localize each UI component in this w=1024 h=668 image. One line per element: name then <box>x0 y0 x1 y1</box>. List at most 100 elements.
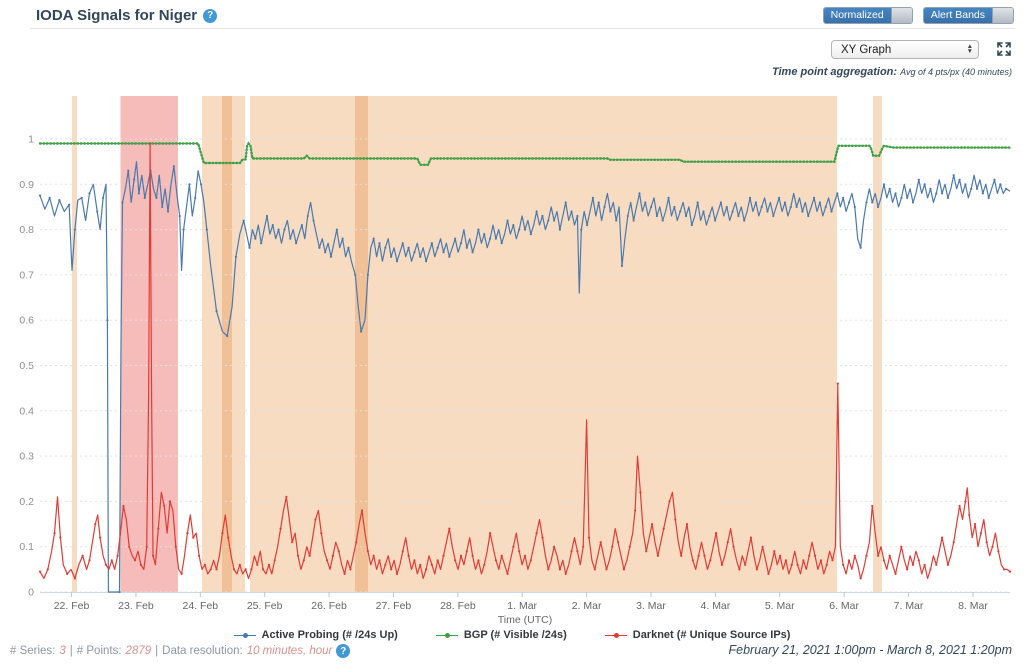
data-point <box>529 233 532 236</box>
data-point <box>66 572 69 575</box>
data-point <box>935 563 938 566</box>
x-axis-label: 25. Feb <box>247 600 283 612</box>
data-point <box>172 165 175 168</box>
data-point <box>194 196 197 199</box>
aggregation-value: Avg of 4 pts/px (40 minutes) <box>900 67 1012 77</box>
data-point <box>617 541 620 544</box>
data-point <box>407 246 410 249</box>
x-axis-label: 4. Mar <box>701 600 731 612</box>
alert-bands-toggle-label: Alert Bands <box>923 8 992 23</box>
data-point <box>262 568 265 571</box>
data-point <box>506 572 509 575</box>
data-point <box>448 255 451 258</box>
data-point <box>576 550 579 553</box>
data-point <box>830 210 833 213</box>
data-point <box>941 536 944 539</box>
data-point <box>186 532 189 535</box>
legend-item-bgp[interactable]: BGP (# Visible /24s) <box>435 629 567 641</box>
data-point <box>993 178 996 181</box>
data-point <box>680 554 683 557</box>
fullscreen-expand-icon[interactable] <box>996 41 1012 57</box>
y-axis-label: 1 <box>28 134 34 146</box>
data-point <box>155 196 158 199</box>
series-count: 3 <box>59 645 66 657</box>
data-point <box>732 545 735 548</box>
data-point <box>331 554 335 557</box>
data-point <box>180 572 183 575</box>
data-point <box>248 246 251 249</box>
legend-item-active-probing[interactable]: Active Probing (# /24s Up) <box>233 629 398 641</box>
legend-label: BGP (# Visible /24s) <box>463 629 567 641</box>
normalized-toggle-knob[interactable] <box>890 8 912 23</box>
data-point <box>88 192 91 195</box>
data-point <box>603 205 606 209</box>
data-point <box>302 559 305 562</box>
data-point <box>952 174 955 177</box>
resolution-help-icon[interactable]: ? <box>336 644 351 658</box>
normalized-toggle[interactable]: Normalized <box>822 7 913 24</box>
data-point <box>477 228 480 231</box>
data-point <box>390 568 393 571</box>
data-point <box>808 554 811 557</box>
data-point <box>697 554 700 557</box>
data-point <box>593 568 596 571</box>
data-point <box>430 563 433 566</box>
legend-item-darknet[interactable]: Darknet (# Unique Source IPs) <box>604 629 790 641</box>
data-point <box>795 205 798 209</box>
resolution-value: 10 minutes, hour <box>246 645 333 657</box>
data-point <box>541 214 544 218</box>
data-point <box>226 334 229 338</box>
alert-band-orange_dark <box>221 96 232 592</box>
x-axis-label: 8. Mar <box>958 600 988 612</box>
data-point <box>796 563 799 566</box>
data-point <box>349 568 352 571</box>
data-point <box>182 228 185 231</box>
graph-type-select[interactable]: XY Graph ▲ ▼ <box>831 40 979 59</box>
data-point <box>997 550 1000 553</box>
data-point <box>661 219 664 222</box>
data-point <box>842 563 845 566</box>
data-point <box>215 310 218 313</box>
data-point <box>685 522 689 526</box>
data-point <box>929 187 932 190</box>
alert-band-orange_dark <box>354 96 368 592</box>
data-point <box>471 251 474 254</box>
data-point <box>825 563 828 566</box>
data-point <box>48 196 51 199</box>
data-point <box>911 201 915 204</box>
title-help-icon[interactable]: ? <box>203 8 218 23</box>
data-point <box>714 219 717 222</box>
data-point <box>500 554 503 557</box>
data-point <box>471 554 474 557</box>
data-point <box>650 522 654 526</box>
normalized-toggle-label: Normalized <box>823 8 891 23</box>
data-point <box>454 559 457 562</box>
data-point <box>964 500 967 503</box>
y-axis-label: 0.9 <box>19 179 34 191</box>
data-point <box>436 246 439 249</box>
xy-chart[interactable]: 0 0.1 0.2 0.3 0.4 0.5 0.6 0.7 0.8 0.9 1 22. Feb 23. … <box>0 86 1024 626</box>
resolution-label: Data resolution: <box>162 645 243 657</box>
data-point <box>285 495 288 498</box>
legend-label: Active Probing (# /24s Up) <box>261 629 398 641</box>
data-point <box>118 590 121 594</box>
data-point <box>836 382 839 385</box>
data-point <box>975 187 979 190</box>
data-point <box>242 219 245 222</box>
data-point <box>674 518 677 521</box>
alert-bands-toggle-knob[interactable] <box>992 8 1013 23</box>
data-point <box>199 183 203 186</box>
alert-band-orange <box>72 96 77 592</box>
data-point <box>407 554 410 557</box>
data-point <box>523 228 527 231</box>
data-point <box>865 554 868 557</box>
data-point <box>755 568 758 571</box>
data-point <box>558 568 562 571</box>
data-point <box>512 545 515 548</box>
data-point <box>748 196 752 199</box>
alert-bands-toggle[interactable]: Alert Bands <box>922 7 1014 24</box>
data-point <box>773 550 776 553</box>
y-axis-label: 0.4 <box>19 405 34 417</box>
data-point <box>807 214 810 218</box>
data-point <box>378 242 381 245</box>
